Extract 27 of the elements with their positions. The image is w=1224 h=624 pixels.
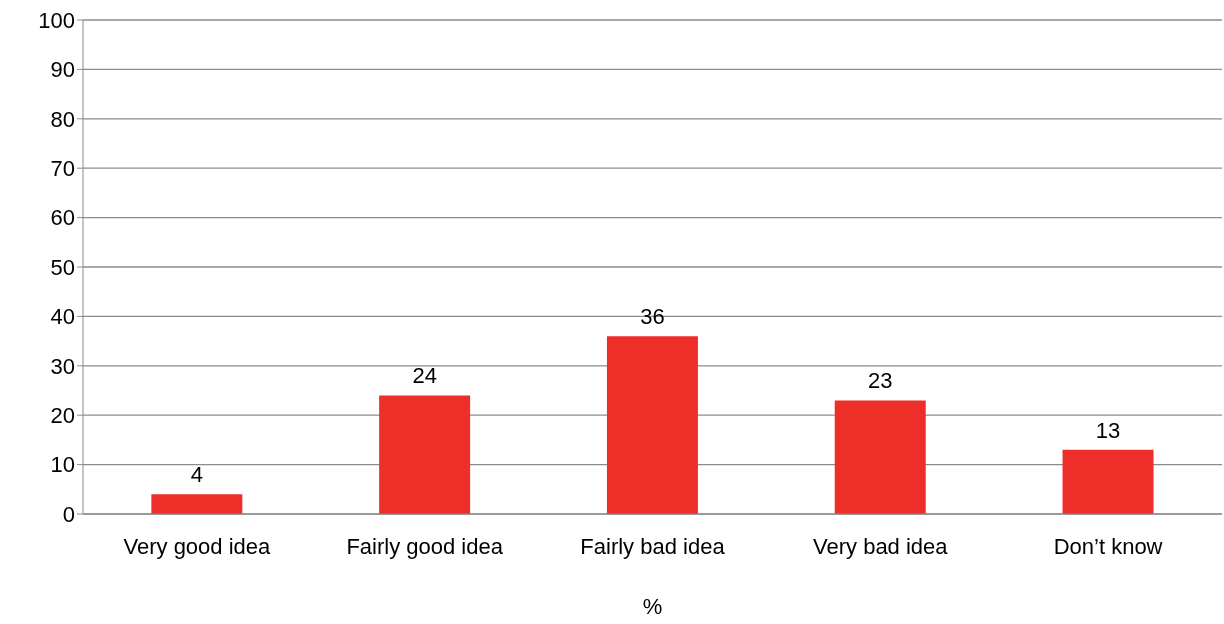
- x-tick-label: Very bad idea: [813, 533, 949, 559]
- y-tick-label: 100: [38, 7, 75, 33]
- y-tick-label: 40: [50, 304, 75, 330]
- y-tick-label: 70: [50, 156, 75, 182]
- bar: [151, 494, 243, 514]
- y-tick-label: 10: [50, 452, 75, 478]
- y-tick-label: 80: [50, 106, 75, 132]
- data-label: 24: [412, 363, 437, 389]
- data-label: 23: [868, 368, 893, 394]
- data-label: 4: [190, 462, 203, 488]
- x-tick-label: Fairly good idea: [346, 533, 504, 559]
- bar: [606, 336, 698, 514]
- bar: [379, 395, 471, 514]
- y-tick-label: 20: [50, 403, 75, 429]
- x-tick-label: Very good idea: [123, 533, 272, 559]
- y-tick-label: 60: [50, 205, 75, 231]
- y-tick-label: 0: [62, 501, 75, 527]
- x-tick-label: Fairly bad idea: [580, 533, 726, 559]
- y-tick-label: 90: [50, 57, 75, 83]
- bar: [1062, 449, 1154, 514]
- bar: [834, 400, 926, 514]
- x-axis-title: %: [642, 594, 663, 619]
- y-tick-label: 50: [50, 254, 75, 280]
- y-tick-label: 30: [50, 353, 75, 379]
- data-label: 13: [1095, 417, 1121, 443]
- x-tick-label: Don’t know: [1053, 533, 1163, 559]
- data-label: 36: [640, 304, 665, 330]
